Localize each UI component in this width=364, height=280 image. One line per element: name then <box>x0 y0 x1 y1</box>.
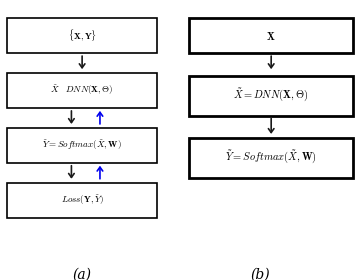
FancyBboxPatch shape <box>189 18 353 53</box>
FancyBboxPatch shape <box>189 76 353 116</box>
Text: $Loss(\mathbf{Y},\tilde{Y})$: $Loss(\mathbf{Y},\tilde{Y})$ <box>60 193 104 207</box>
FancyBboxPatch shape <box>7 128 157 163</box>
FancyBboxPatch shape <box>7 183 157 218</box>
Text: $\tilde{X}\ \ \ DNN(\mathbf{X},\Theta)$: $\tilde{X}\ \ \ DNN(\mathbf{X},\Theta)$ <box>50 84 114 97</box>
Text: $\tilde{Y}=Softmax(\tilde{X},\mathbf{W})$: $\tilde{Y}=Softmax(\tilde{X},\mathbf{W})… <box>225 149 317 167</box>
Text: $\mathbf{X}$: $\mathbf{X}$ <box>266 30 276 42</box>
Text: $\tilde{X}=DNN(\mathbf{X},\Theta)$: $\tilde{X}=DNN(\mathbf{X},\Theta)$ <box>233 87 309 104</box>
Text: (b): (b) <box>251 268 270 280</box>
FancyBboxPatch shape <box>7 73 157 108</box>
FancyBboxPatch shape <box>189 138 353 178</box>
FancyBboxPatch shape <box>7 18 157 53</box>
Text: (a): (a) <box>73 268 92 280</box>
Text: $\tilde{Y}=Softmax(\tilde{X},\mathbf{W})$: $\tilde{Y}=Softmax(\tilde{X},\mathbf{W})… <box>42 139 122 152</box>
Text: $\{\mathbf{X},\mathbf{Y}\}$: $\{\mathbf{X},\mathbf{Y}\}$ <box>68 28 97 44</box>
